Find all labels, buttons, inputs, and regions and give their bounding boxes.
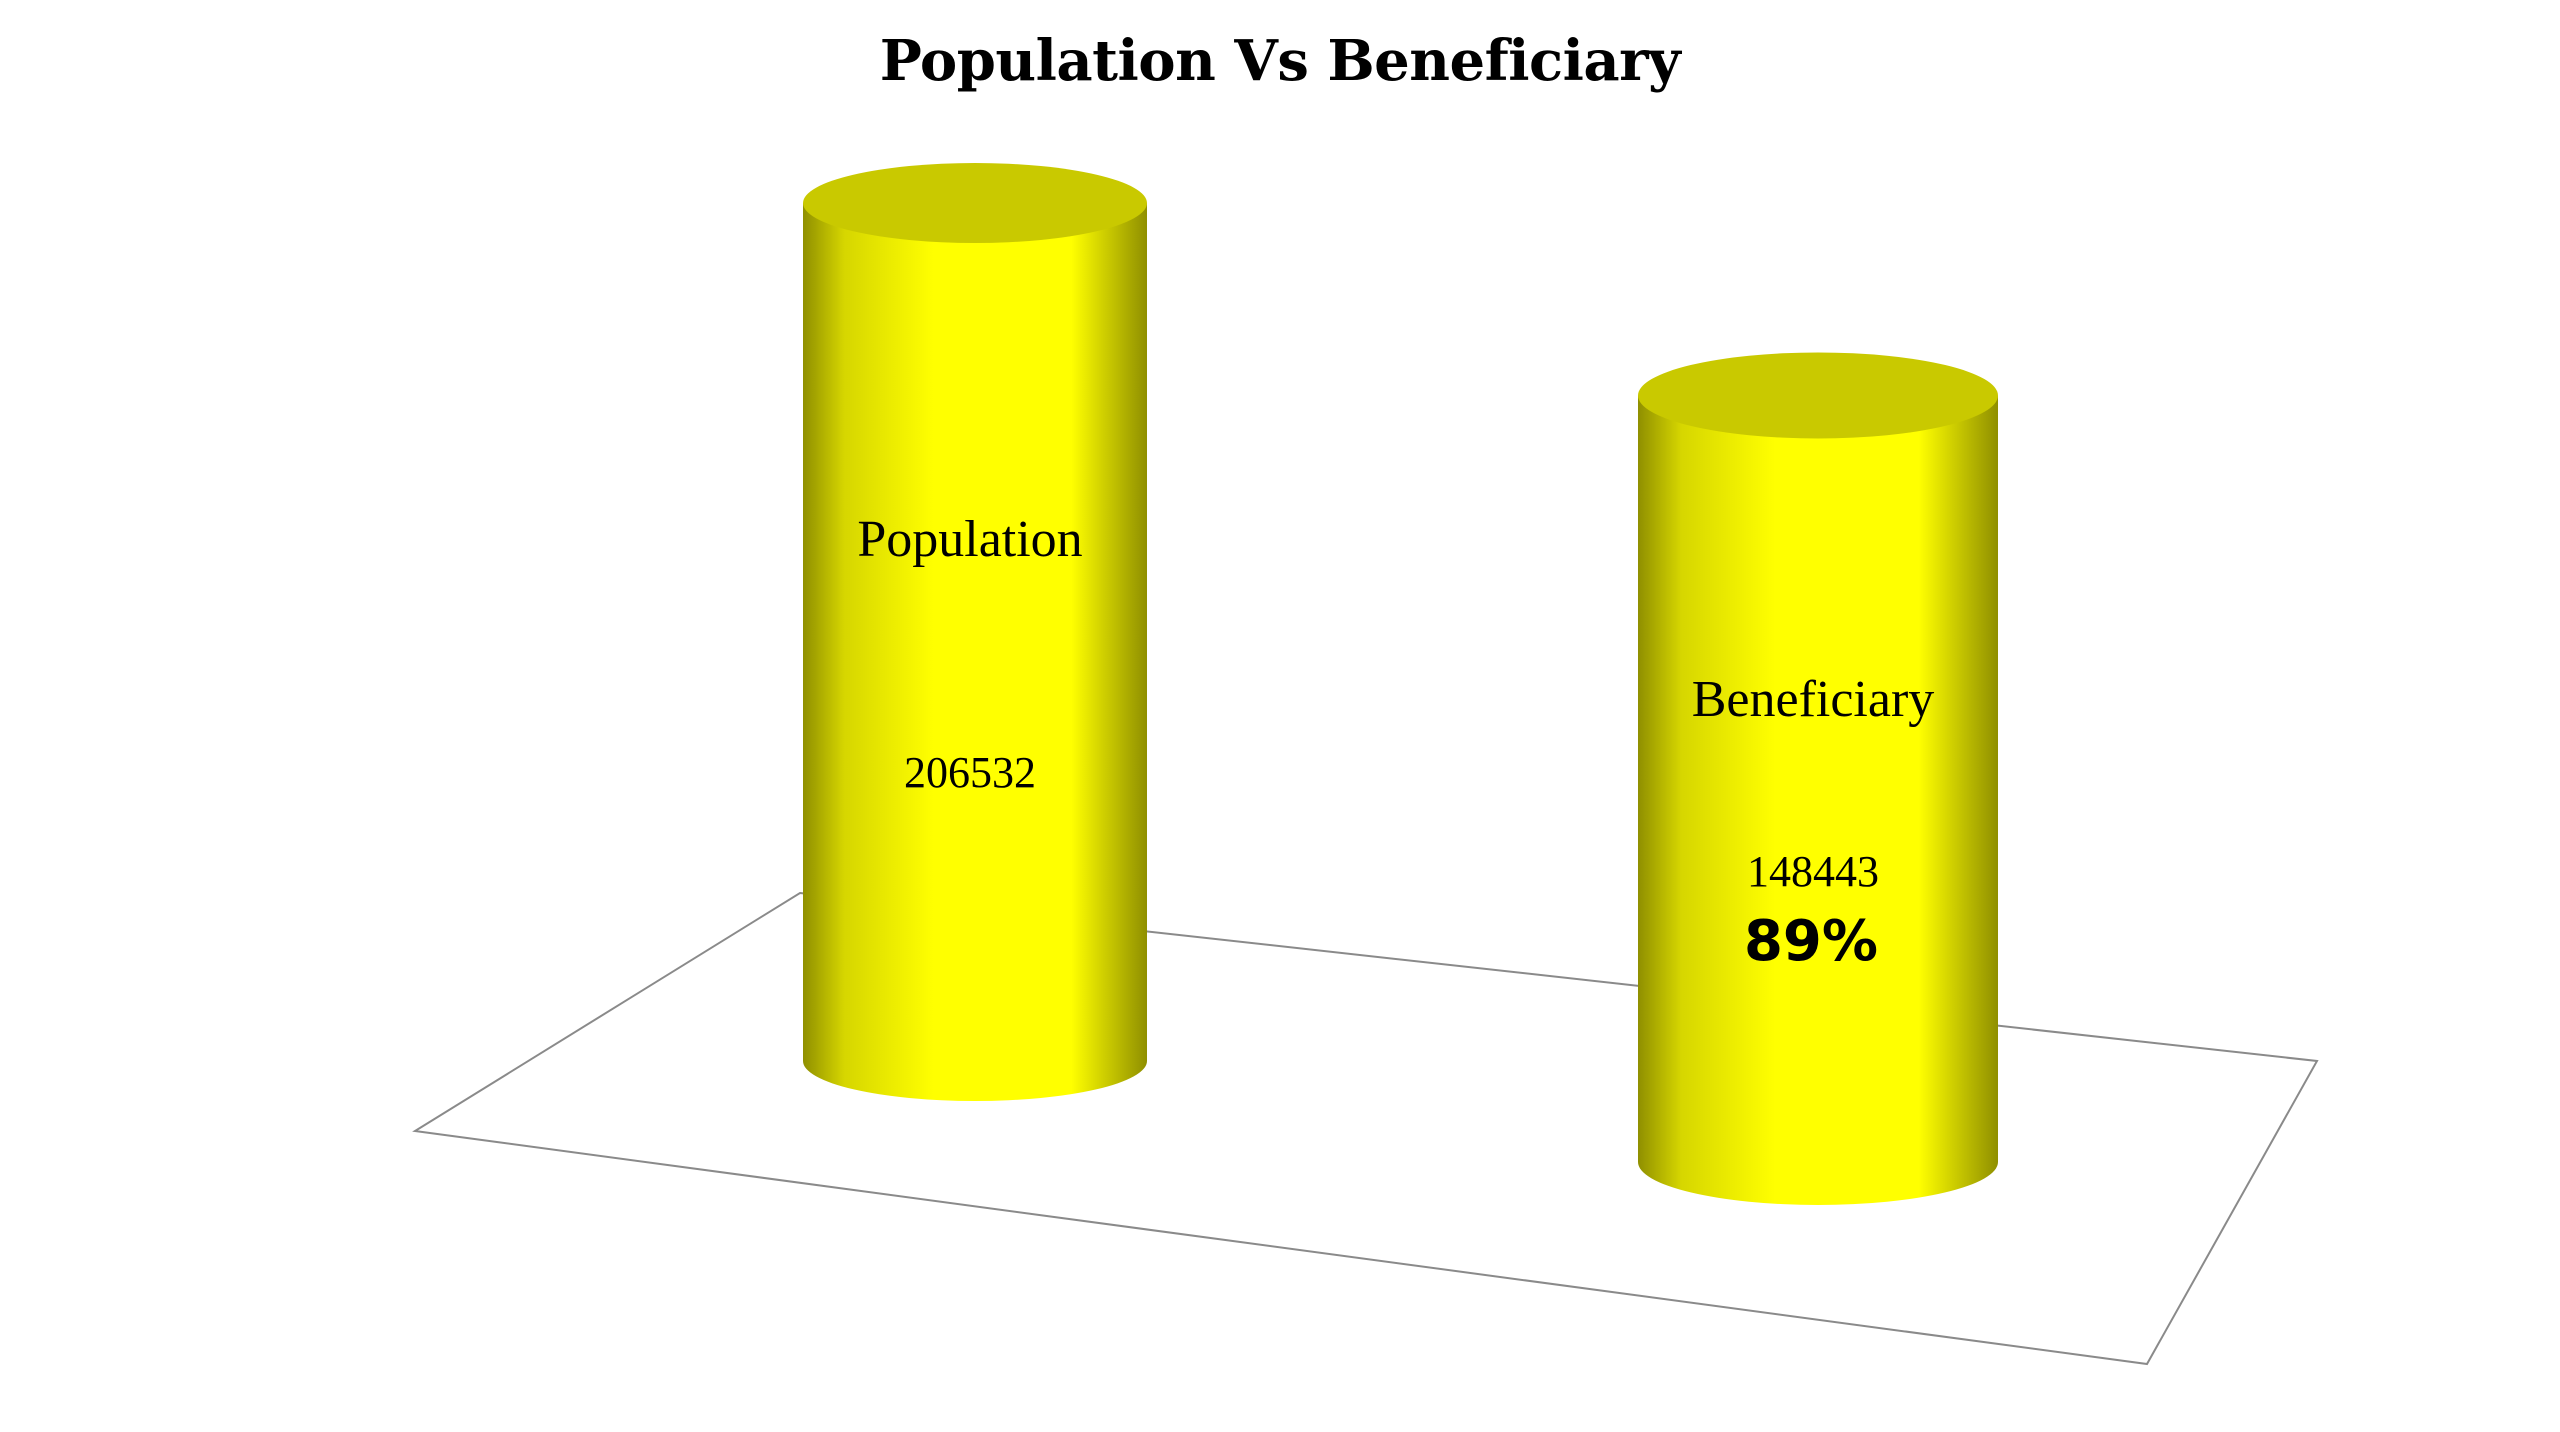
chart-title: Population Vs Beneficiary bbox=[879, 28, 1681, 94]
bars-group: Population 206532 Beneficiary 148443 89% bbox=[803, 163, 1998, 1205]
bar-body-beneficiary bbox=[1638, 395, 1998, 1205]
bar-percent-beneficiary: 89% bbox=[1744, 909, 1878, 974]
bar-value-population: 206532 bbox=[904, 748, 1036, 797]
bar-label-beneficiary: Beneficiary bbox=[1692, 671, 1935, 728]
bar-body-population bbox=[803, 203, 1147, 1101]
bar-top-beneficiary bbox=[1638, 352, 1998, 439]
bar-value-beneficiary: 148443 bbox=[1747, 847, 1879, 896]
bar-population bbox=[803, 163, 1147, 1101]
bar-top-population bbox=[803, 163, 1147, 243]
bar-beneficiary bbox=[1638, 352, 1998, 1205]
chart-floor bbox=[412, 891, 2319, 1366]
bar-label-population: Population bbox=[857, 511, 1082, 568]
